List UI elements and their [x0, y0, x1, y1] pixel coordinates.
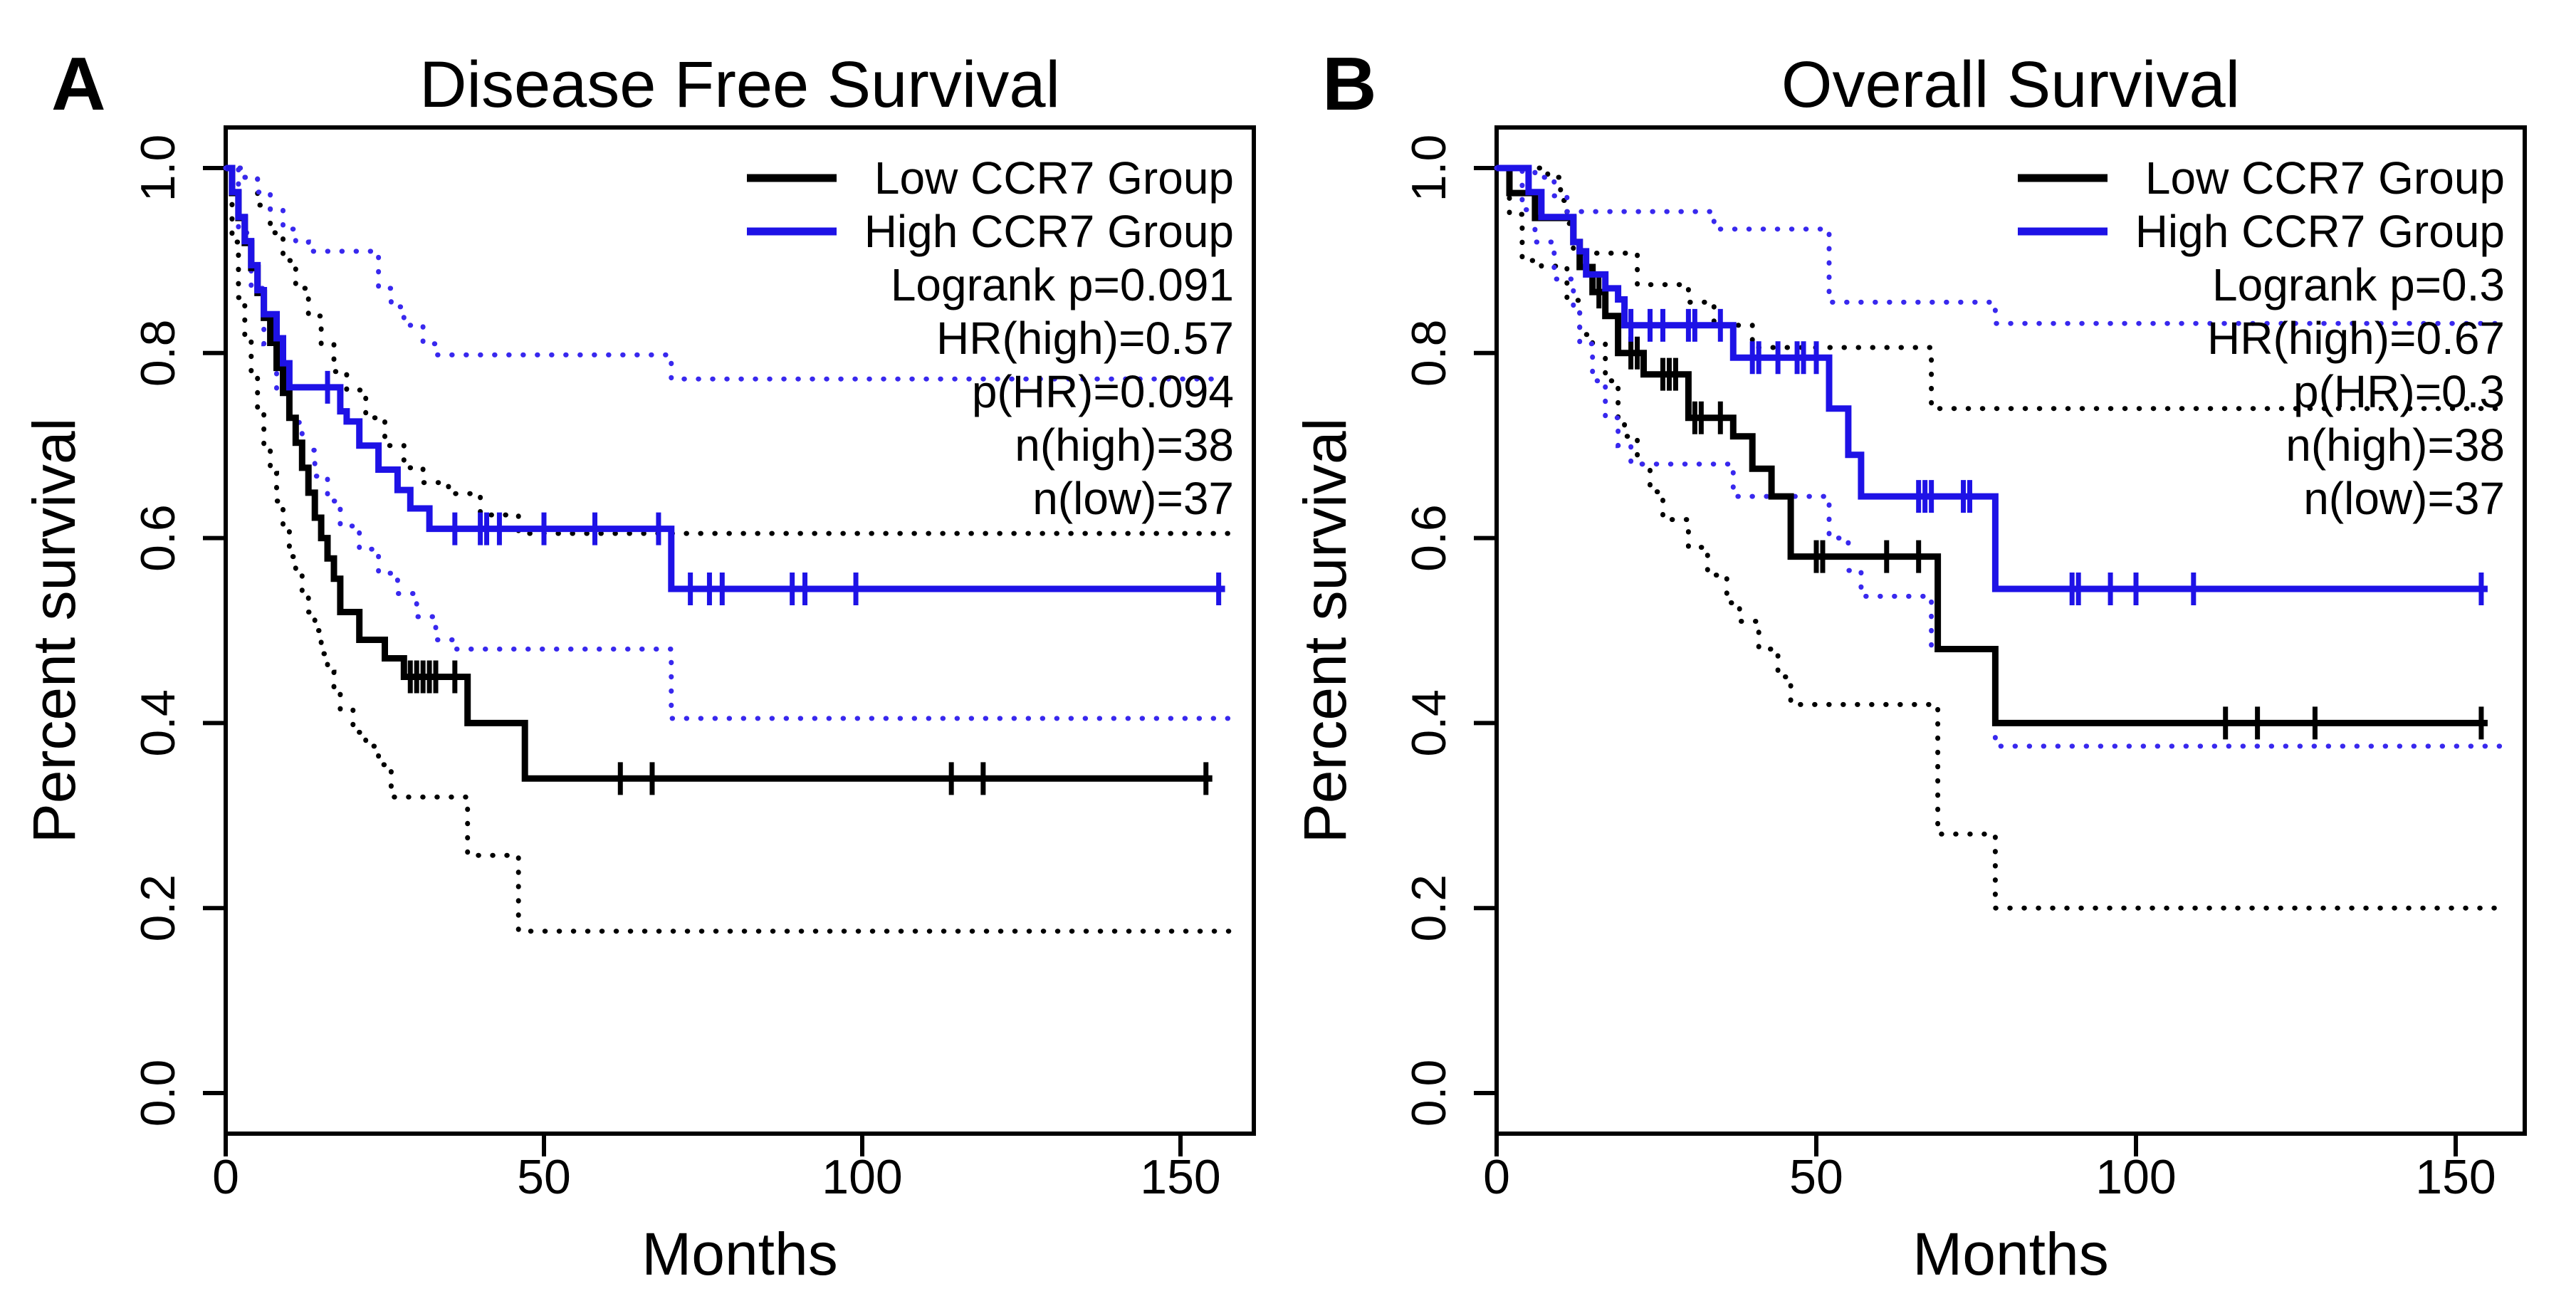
plot-box: [224, 125, 1256, 1136]
stat-annotation-0: Logrank p=0.091: [891, 259, 1234, 310]
y-tick-label: 0.6: [1402, 504, 1456, 572]
stat-annotation-4: n(low)=37: [2303, 473, 2505, 524]
x-tick-label: 0: [1483, 1150, 1510, 1204]
stat-annotation-2: p(HR)=0.094: [972, 366, 1234, 417]
y-tick-label: 1.0: [1402, 135, 1456, 202]
stat-annotation-1: HR(high)=0.57: [936, 313, 1234, 364]
y-tick-label: 1.0: [131, 135, 185, 202]
low-ccr7-group-censor-marks: [407, 660, 1209, 795]
high-ccr7-group-ci-upper-ci: [1494, 165, 2503, 326]
low-ccr7-group-ci-upper-ci: [223, 165, 1234, 536]
high-ccr7-group-censor-marks: [1628, 308, 2484, 606]
plot-box: [1494, 125, 2527, 1136]
y-axis: 1.0 0.8 0.6 0.4 0.2 0.0: [1402, 135, 1497, 1127]
y-axis-title: Percent survival: [1292, 418, 1358, 844]
x-tick-label: 100: [2095, 1150, 2176, 1204]
high-ccr7-group-censor-marks: [325, 370, 1222, 606]
y-tick-label: 0.0: [131, 1060, 185, 1127]
legend-label-high-ccr7-group: High CCR7 Group: [2135, 206, 2505, 257]
x-axis: 0 50 100 150: [212, 1134, 1221, 1204]
x-axis: 0 50 100 150: [1483, 1134, 2496, 1204]
high-ccr7-group-curve: [1497, 164, 2488, 592]
x-tick-label: 50: [1789, 1150, 1843, 1204]
legend-label-high-ccr7-group: High CCR7 Group: [864, 206, 1234, 257]
low-ccr7-group-censor-marks: [1596, 276, 2484, 740]
x-axis-title: Months: [1912, 1221, 2108, 1287]
low-ccr7-group-ci-lower-ci: [223, 165, 1234, 934]
y-axis-title: Percent survival: [21, 418, 88, 844]
panel-b: 1.0 0.8 0.6 0.4 0.2 0.0 0 50 100 150 Months Percent…: [1292, 42, 2527, 1287]
y-tick-label: 0.0: [1402, 1060, 1456, 1127]
y-tick-label: 0.4: [131, 689, 185, 757]
x-axis-title: Months: [642, 1221, 837, 1287]
x-tick-label: 50: [517, 1150, 571, 1204]
high-ccr7-group-curve: [226, 164, 1225, 592]
stat-annotation-4: n(low)=37: [1032, 473, 1234, 524]
legend-label-low-ccr7-group: Low CCR7 Group: [2145, 152, 2505, 204]
stat-annotation-0: Logrank p=0.3: [2212, 259, 2505, 310]
stat-annotation-1: HR(high)=0.67: [2207, 313, 2505, 364]
panel-title: Overall Survival: [1781, 48, 2240, 121]
stat-annotation-2: p(HR)=0.3: [2293, 366, 2505, 417]
stat-annotation-3: n(high)=38: [2286, 419, 2505, 471]
low-ccr7-group-ci-upper-ci: [1494, 165, 2503, 412]
stat-annotation-3: n(high)=38: [1015, 419, 1234, 471]
x-tick-label: 0: [212, 1150, 239, 1204]
y-tick-label: 0.8: [131, 320, 185, 387]
y-tick-label: 0.4: [1402, 689, 1456, 757]
high-ccr7-group-ci-upper-ci: [223, 165, 1234, 382]
x-tick-label: 100: [822, 1150, 902, 1204]
y-tick-label: 0.2: [1402, 874, 1456, 942]
low-ccr7-group-ci-lower-ci: [1494, 165, 2503, 911]
legend-label-low-ccr7-group: Low CCR7 Group: [874, 152, 1234, 204]
y-tick-label: 0.8: [1402, 320, 1456, 387]
x-tick-label: 150: [2415, 1150, 2496, 1204]
panel-a: 1.0 0.8 0.6 0.4 0.2 0.0 0 50 100 150 Months Percent…: [21, 42, 1256, 1287]
y-axis: 1.0 0.8 0.6 0.4 0.2 0.0: [131, 135, 226, 1127]
panel-letter: A: [51, 42, 106, 126]
y-tick-label: 0.2: [131, 874, 185, 942]
y-tick-label: 0.6: [131, 504, 185, 572]
high-ccr7-group-ci-lower-ci: [1494, 165, 2503, 749]
panel-letter: B: [1322, 42, 1377, 126]
x-tick-label: 150: [1140, 1150, 1220, 1204]
panel-title: Disease Free Survival: [419, 48, 1060, 121]
